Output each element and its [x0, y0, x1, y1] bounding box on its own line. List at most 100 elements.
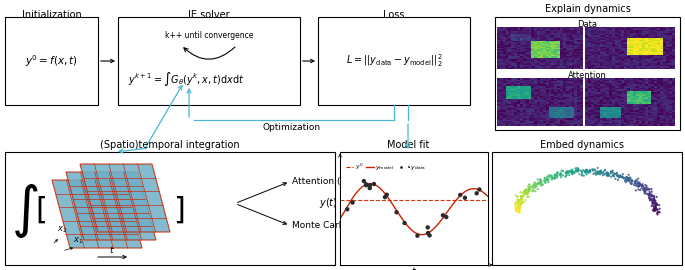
Point [471, 191, 482, 195]
Point [516, 200, 527, 204]
Point [648, 197, 659, 202]
Point [588, 172, 599, 176]
Point [624, 178, 635, 183]
Point [583, 171, 594, 175]
Point [515, 197, 526, 201]
Point [521, 190, 532, 195]
Point [549, 173, 560, 177]
Point [643, 187, 654, 191]
Point [634, 182, 645, 187]
Point [571, 168, 582, 172]
Point [549, 175, 560, 179]
Text: (Spatio)temporal integration: (Spatio)temporal integration [100, 140, 240, 150]
Point [590, 168, 601, 172]
Point [556, 173, 566, 177]
Point [597, 170, 608, 174]
Point [621, 175, 632, 179]
Point [521, 188, 532, 193]
Point [516, 197, 527, 201]
Point [649, 208, 660, 212]
Point [517, 195, 528, 199]
Point [542, 177, 553, 181]
Point [550, 174, 561, 178]
Point [602, 171, 613, 176]
Point [631, 183, 642, 187]
Point [566, 167, 577, 172]
Point [514, 198, 525, 202]
Point [650, 202, 661, 206]
Point [528, 188, 539, 193]
Point [518, 191, 529, 195]
Point [610, 172, 621, 176]
Point [556, 175, 566, 179]
Point [514, 206, 525, 210]
Point [577, 173, 588, 178]
Point [514, 208, 525, 212]
Point [637, 182, 648, 186]
Point [513, 202, 524, 207]
Point [565, 170, 576, 174]
Point [582, 169, 593, 173]
Point [562, 169, 573, 174]
Point [523, 187, 534, 191]
Legend: $y^0$, $y_{\mathrm{model}}$, $\bullet\,y_{\mathrm{data}}$: $y^0$, $y_{\mathrm{model}}$, $\bullet\,y… [343, 159, 429, 174]
Point [583, 169, 594, 173]
Point [624, 176, 635, 180]
Point [584, 169, 595, 173]
Point [647, 201, 658, 205]
Point [552, 174, 563, 178]
Point [514, 202, 525, 207]
Point [595, 170, 606, 174]
Point [623, 173, 634, 177]
Point [617, 172, 628, 176]
Point [630, 188, 641, 193]
Point [566, 169, 577, 173]
Point [542, 177, 553, 181]
Point [613, 174, 624, 178]
Point [649, 207, 660, 212]
Point [646, 190, 657, 194]
Point [551, 172, 562, 177]
Point [512, 198, 523, 202]
Point [601, 170, 612, 175]
Point [616, 175, 627, 179]
Point [593, 170, 604, 174]
Point [647, 194, 658, 198]
Text: $x_2$: $x_2$ [57, 224, 67, 235]
Point [610, 172, 621, 176]
Point [593, 171, 604, 175]
Point [647, 204, 658, 208]
Point [536, 183, 547, 187]
Point [625, 182, 636, 186]
Point [647, 200, 658, 204]
Point [651, 206, 662, 210]
Point [514, 210, 525, 214]
Point [616, 175, 627, 180]
Point [558, 169, 569, 173]
Bar [340, 152, 488, 265]
Point [547, 177, 558, 181]
Point [623, 178, 634, 183]
Point [516, 195, 527, 199]
Point [596, 170, 607, 174]
Point [518, 200, 529, 204]
Point [529, 183, 540, 187]
Text: IE solver: IE solver [188, 10, 229, 20]
Point [520, 188, 531, 192]
Point [631, 184, 642, 188]
Point [651, 211, 662, 215]
Point [612, 171, 623, 175]
Point [423, 231, 434, 235]
Point [551, 173, 562, 177]
Point [649, 200, 660, 204]
Point [573, 167, 584, 171]
Point [648, 199, 659, 204]
Point [612, 173, 623, 178]
Point [422, 225, 433, 229]
Point [530, 182, 541, 187]
Point [379, 195, 390, 199]
Point [514, 205, 525, 210]
Point [638, 184, 649, 188]
Text: Attention: Attention [568, 71, 607, 80]
Point [549, 176, 560, 180]
